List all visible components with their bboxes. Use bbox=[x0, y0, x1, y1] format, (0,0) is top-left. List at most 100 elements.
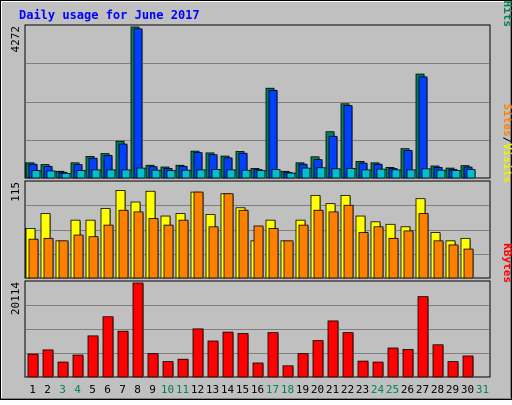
x-label-day-29: 29 bbox=[446, 383, 459, 396]
bar-sites-day-9 bbox=[148, 218, 159, 279]
bar-kbytes-day-5 bbox=[87, 335, 99, 378]
bar-sites-day-28 bbox=[433, 240, 444, 279]
bar-files-day-22 bbox=[343, 105, 353, 179]
bar-sites-day-16 bbox=[253, 225, 264, 279]
bar-pages-day-19 bbox=[301, 167, 311, 179]
bar-pages-day-1 bbox=[31, 170, 41, 179]
bar-sites-day-23 bbox=[358, 232, 369, 279]
bar-sites-day-24 bbox=[373, 226, 384, 279]
bar-sites-day-17 bbox=[268, 228, 279, 279]
bar-pages-day-14 bbox=[226, 169, 236, 179]
bar-pages-day-11 bbox=[181, 169, 191, 179]
panel-2: 115 Sites/Visits bbox=[9, 104, 512, 279]
x-label-day-13: 13 bbox=[206, 383, 219, 396]
bar-pages-day-10 bbox=[166, 170, 176, 179]
bar-kbytes-day-16 bbox=[252, 362, 264, 378]
y-axis-label-part: Visits bbox=[501, 143, 512, 183]
bar-pages-day-7 bbox=[121, 169, 131, 179]
bar-pages-day-21 bbox=[331, 168, 341, 179]
bar-files-day-8 bbox=[133, 28, 143, 179]
y-max-label: 4272 bbox=[9, 26, 22, 53]
bar-pages-day-13 bbox=[211, 169, 221, 179]
y-axis-label-part: KBytes bbox=[501, 243, 512, 283]
bar-kbytes-day-30 bbox=[462, 355, 474, 378]
bar-sites-day-22 bbox=[343, 204, 354, 279]
x-label-day-17: 17 bbox=[266, 383, 279, 396]
panel-3: 20114 KBytes bbox=[9, 243, 512, 378]
x-label-day-28: 28 bbox=[431, 383, 444, 396]
series-kbytes bbox=[27, 282, 474, 378]
x-label-day-20: 20 bbox=[311, 383, 324, 396]
bar-pages-day-3 bbox=[61, 173, 71, 179]
y-axis-label-part: Hits bbox=[501, 1, 512, 28]
bar-kbytes-day-3 bbox=[57, 361, 69, 378]
bar-kbytes-day-20 bbox=[312, 340, 324, 378]
bar-kbytes-day-21 bbox=[327, 320, 339, 378]
x-label-day-11: 11 bbox=[176, 383, 189, 396]
x-label-day-27: 27 bbox=[416, 383, 429, 396]
bar-sites-day-14 bbox=[223, 193, 234, 279]
x-label-day-1: 1 bbox=[29, 383, 36, 396]
chart-panels: 4272Pages/Files/Hits115Sites/Visits20114… bbox=[9, 0, 512, 378]
bar-kbytes-day-19 bbox=[297, 353, 309, 378]
x-label-day-21: 21 bbox=[326, 383, 339, 396]
bar-kbytes-day-12 bbox=[192, 328, 204, 378]
bar-kbytes-day-8 bbox=[132, 282, 144, 378]
bar-pages-day-28 bbox=[436, 169, 446, 179]
series-pages bbox=[31, 167, 476, 179]
x-label-day-19: 19 bbox=[296, 383, 309, 396]
bar-kbytes-day-28 bbox=[432, 344, 444, 378]
bar-kbytes-day-15 bbox=[237, 333, 249, 378]
bar-sites-day-29 bbox=[448, 244, 459, 279]
bar-kbytes-day-24 bbox=[372, 361, 384, 378]
bar-pages-day-12 bbox=[196, 169, 206, 179]
bar-sites-day-26 bbox=[403, 230, 414, 279]
x-label-day-8: 8 bbox=[134, 383, 141, 396]
x-label-day-12: 12 bbox=[191, 383, 204, 396]
x-label-day-3: 3 bbox=[59, 383, 66, 396]
bar-pages-day-26 bbox=[406, 169, 416, 179]
bar-sites-day-25 bbox=[388, 237, 399, 279]
bar-sites-day-27 bbox=[418, 213, 429, 279]
x-label-day-31: 31 bbox=[476, 383, 489, 396]
bar-sites-day-1 bbox=[28, 238, 39, 279]
series-sites bbox=[28, 191, 474, 279]
y-axis-label: Pages/Files/Hits bbox=[501, 0, 512, 27]
bar-pages-day-2 bbox=[46, 170, 56, 179]
bar-sites-day-21 bbox=[328, 211, 339, 279]
x-label-day-2: 2 bbox=[44, 383, 51, 396]
bar-sites-day-10 bbox=[163, 224, 174, 279]
bar-kbytes-day-13 bbox=[207, 340, 219, 378]
bar-kbytes-day-9 bbox=[147, 353, 159, 378]
bar-sites-day-15 bbox=[238, 209, 249, 279]
bar-kbytes-day-25 bbox=[387, 347, 399, 378]
bar-pages-day-22 bbox=[346, 168, 356, 179]
bar-pages-day-23 bbox=[361, 169, 371, 179]
bar-pages-day-29 bbox=[451, 170, 461, 179]
x-label-day-23: 23 bbox=[356, 383, 369, 396]
y-axis-label-part: / bbox=[501, 0, 512, 1]
bar-kbytes-day-18 bbox=[282, 365, 294, 378]
bar-pages-day-9 bbox=[151, 169, 161, 179]
bar-pages-day-15 bbox=[241, 169, 251, 179]
bar-pages-day-8 bbox=[136, 167, 146, 179]
x-label-day-30: 30 bbox=[461, 383, 474, 396]
x-label-day-15: 15 bbox=[236, 383, 249, 396]
bar-kbytes-day-7 bbox=[117, 330, 129, 378]
x-label-day-9: 9 bbox=[149, 383, 156, 396]
bar-kbytes-day-26 bbox=[402, 349, 414, 378]
bar-sites-day-3 bbox=[58, 240, 69, 279]
bar-kbytes-day-17 bbox=[267, 332, 279, 378]
bar-sites-day-4 bbox=[73, 234, 84, 279]
bar-kbytes-day-14 bbox=[222, 331, 234, 378]
y-max-label: 20114 bbox=[9, 282, 22, 315]
bar-kbytes-day-6 bbox=[102, 316, 114, 378]
bar-sites-day-2 bbox=[43, 237, 54, 279]
x-label-day-16: 16 bbox=[251, 383, 264, 396]
x-axis-labels: 1 2 3 4 5 6 7 8 9 10 11 12 13 14 15 16 17 18 19 20 21 22 23 24 2… bbox=[29, 383, 489, 396]
y-axis-label: KBytes bbox=[501, 243, 512, 283]
bar-kbytes-day-2 bbox=[42, 349, 54, 378]
panel-1: 4272 Pages/Files/Hits bbox=[9, 0, 512, 180]
y-axis-label-part: Sites bbox=[501, 104, 512, 137]
